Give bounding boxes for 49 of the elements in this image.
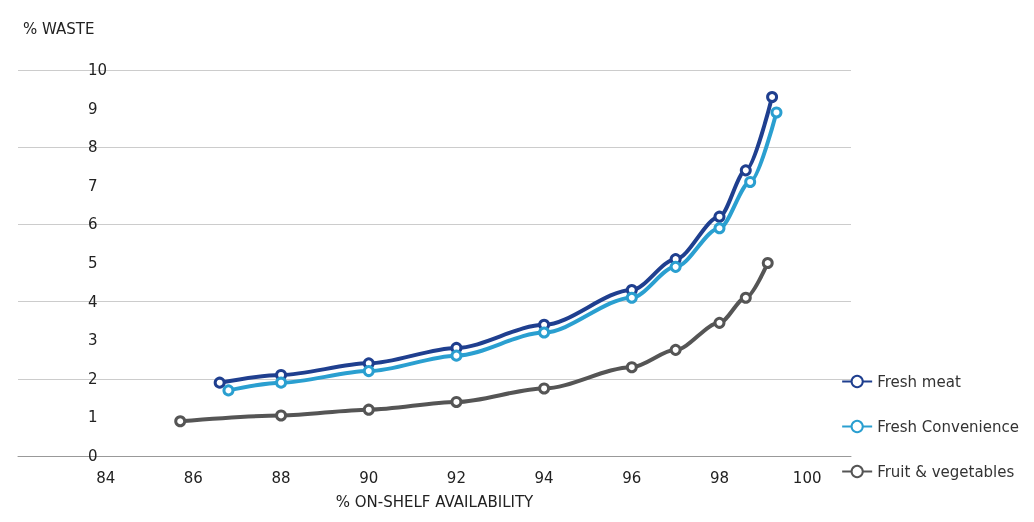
- point: [362, 403, 375, 416]
- point: [538, 382, 551, 395]
- y-axis-title: % WASTE: [23, 19, 95, 38]
- point: [450, 349, 463, 362]
- legend-label: Fresh meat: [877, 372, 961, 391]
- x-tick-label: 88: [271, 468, 291, 487]
- x-tick-label: 94: [534, 468, 554, 487]
- x-tick-label: 98: [709, 468, 730, 487]
- x-tick-label: 96: [622, 468, 642, 487]
- legend-label: Fruit & vegetables: [877, 462, 1015, 481]
- y-tick-label: 7: [88, 176, 98, 195]
- point: [713, 316, 726, 329]
- point: [538, 326, 551, 339]
- x-tick-label: 90: [359, 468, 379, 487]
- point: [669, 260, 682, 273]
- y-tick-label: 8: [88, 138, 98, 157]
- y-tick-label: 4: [88, 292, 98, 311]
- y-tick-label: 10: [88, 61, 108, 79]
- y-tick-label: 0: [88, 447, 98, 465]
- point: [450, 395, 463, 408]
- point: [744, 175, 757, 188]
- x-tick-label: 100: [792, 468, 822, 487]
- y-tick-label: 5: [88, 254, 98, 272]
- y-tick-label: 2: [88, 369, 98, 388]
- point: [275, 376, 288, 389]
- point: [739, 291, 752, 304]
- point: [761, 257, 774, 269]
- point: [739, 164, 752, 177]
- point: [362, 365, 375, 378]
- point: [275, 409, 288, 422]
- x-axis-title: % ON-SHELF AVAILABILITY: [335, 492, 535, 511]
- point: [713, 210, 726, 223]
- y-tick-label: 9: [88, 99, 98, 118]
- legend-label: Fresh Convenience: [877, 417, 1019, 436]
- point: [770, 106, 783, 119]
- point: [713, 222, 726, 235]
- y-tick-label: 6: [88, 215, 98, 234]
- x-tick-label: 92: [446, 468, 466, 487]
- x-tick-label: 84: [96, 468, 116, 487]
- x-tick-label: 86: [183, 468, 203, 487]
- point: [669, 343, 682, 356]
- point: [213, 376, 226, 389]
- y-tick-label: 3: [88, 331, 98, 350]
- point: [222, 384, 235, 397]
- point: [174, 415, 187, 428]
- point: [766, 91, 779, 104]
- y-tick-label: 1: [88, 408, 98, 427]
- point: [625, 291, 638, 304]
- point: [625, 361, 638, 374]
